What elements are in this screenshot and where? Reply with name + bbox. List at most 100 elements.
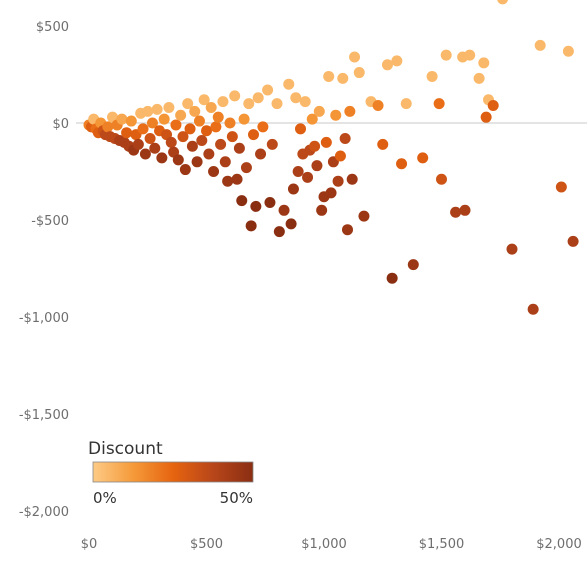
- data-point: [417, 152, 429, 164]
- data-point: [182, 98, 194, 110]
- data-point: [198, 94, 210, 106]
- data-point: [184, 123, 196, 135]
- y-tick-label: $0: [52, 117, 69, 132]
- data-point: [290, 92, 302, 104]
- legend-color-ramp: [92, 461, 254, 483]
- data-point: [151, 103, 163, 115]
- data-point: [245, 220, 257, 232]
- data-point: [339, 133, 351, 145]
- data-point: [233, 142, 245, 154]
- data-point: [203, 148, 215, 160]
- data-point: [243, 98, 255, 110]
- data-point: [473, 72, 485, 84]
- data-point: [562, 45, 574, 57]
- data-point: [567, 235, 579, 247]
- data-point: [177, 131, 189, 143]
- data-point: [450, 206, 462, 218]
- data-point: [248, 129, 259, 141]
- y-tick-label: -$2,000: [19, 505, 69, 520]
- data-point: [377, 138, 389, 150]
- legend-max-label: 50%: [220, 489, 253, 507]
- data-point: [252, 92, 264, 104]
- y-tick-label: $500: [36, 20, 69, 35]
- data-point: [316, 204, 328, 216]
- data-point: [179, 164, 191, 176]
- data-point: [353, 67, 365, 79]
- data-point: [121, 127, 133, 139]
- data-point: [349, 51, 361, 63]
- data-point: [262, 84, 274, 96]
- data-point: [332, 175, 344, 187]
- data-point: [146, 117, 158, 129]
- data-point: [219, 156, 231, 168]
- legend-title: Discount: [88, 439, 163, 459]
- data-point: [436, 173, 447, 185]
- data-point: [201, 125, 212, 137]
- data-point: [165, 136, 177, 148]
- data-point: [217, 96, 229, 108]
- data-point: [400, 98, 412, 110]
- data-point: [175, 109, 187, 121]
- data-point: [156, 152, 168, 164]
- data-point: [257, 121, 269, 133]
- data-point: [250, 200, 262, 212]
- x-tick-label: $1,500: [419, 537, 465, 552]
- data-point: [285, 218, 297, 230]
- data-point: [189, 105, 201, 117]
- x-tick-label: $1,000: [301, 537, 347, 552]
- data-point: [334, 150, 346, 162]
- legend-min-label: 0%: [93, 489, 117, 507]
- data-point: [478, 57, 490, 69]
- y-tick-label: -$1,500: [19, 408, 69, 423]
- data-point: [172, 154, 184, 166]
- data-point: [231, 173, 243, 185]
- data-point: [396, 158, 408, 170]
- data-point: [208, 166, 220, 177]
- data-point: [337, 72, 349, 84]
- data-point: [222, 175, 234, 187]
- data-point: [306, 113, 318, 125]
- data-point: [459, 204, 471, 216]
- data-point: [210, 121, 222, 133]
- data-point: [287, 183, 299, 195]
- data-point: [212, 111, 224, 123]
- data-point: [344, 105, 356, 117]
- data-point: [132, 138, 144, 150]
- x-tick-label: $2,000: [536, 537, 582, 552]
- data-point: [480, 111, 492, 123]
- data-point: [309, 140, 321, 152]
- data-point: [144, 133, 156, 145]
- data-point: [186, 140, 198, 152]
- data-point: [240, 162, 252, 174]
- data-point: [527, 303, 539, 315]
- data-point: [271, 98, 283, 110]
- data-point: [407, 259, 419, 271]
- data-point: [381, 59, 393, 71]
- data-point: [226, 131, 238, 143]
- data-point: [224, 117, 236, 129]
- data-point: [283, 78, 295, 90]
- data-points: [83, 0, 579, 315]
- data-point: [149, 142, 161, 154]
- data-point: [534, 39, 546, 51]
- data-point: [299, 96, 311, 108]
- data-point: [292, 166, 304, 177]
- data-point: [311, 160, 323, 172]
- data-point: [170, 119, 182, 131]
- data-point: [215, 138, 227, 150]
- data-point: [323, 70, 335, 82]
- data-point: [506, 243, 518, 255]
- data-point: [273, 226, 285, 238]
- data-point: [497, 0, 508, 5]
- data-point: [196, 134, 208, 146]
- data-point: [255, 148, 267, 160]
- color-legend: Discount 0% 50%: [88, 439, 254, 507]
- data-point: [205, 101, 217, 113]
- data-point: [433, 98, 445, 110]
- data-point: [158, 113, 170, 125]
- data-point: [302, 171, 314, 183]
- y-tick-label: -$1,000: [19, 311, 69, 326]
- y-tick-label: -$500: [31, 214, 69, 229]
- data-point: [325, 187, 337, 199]
